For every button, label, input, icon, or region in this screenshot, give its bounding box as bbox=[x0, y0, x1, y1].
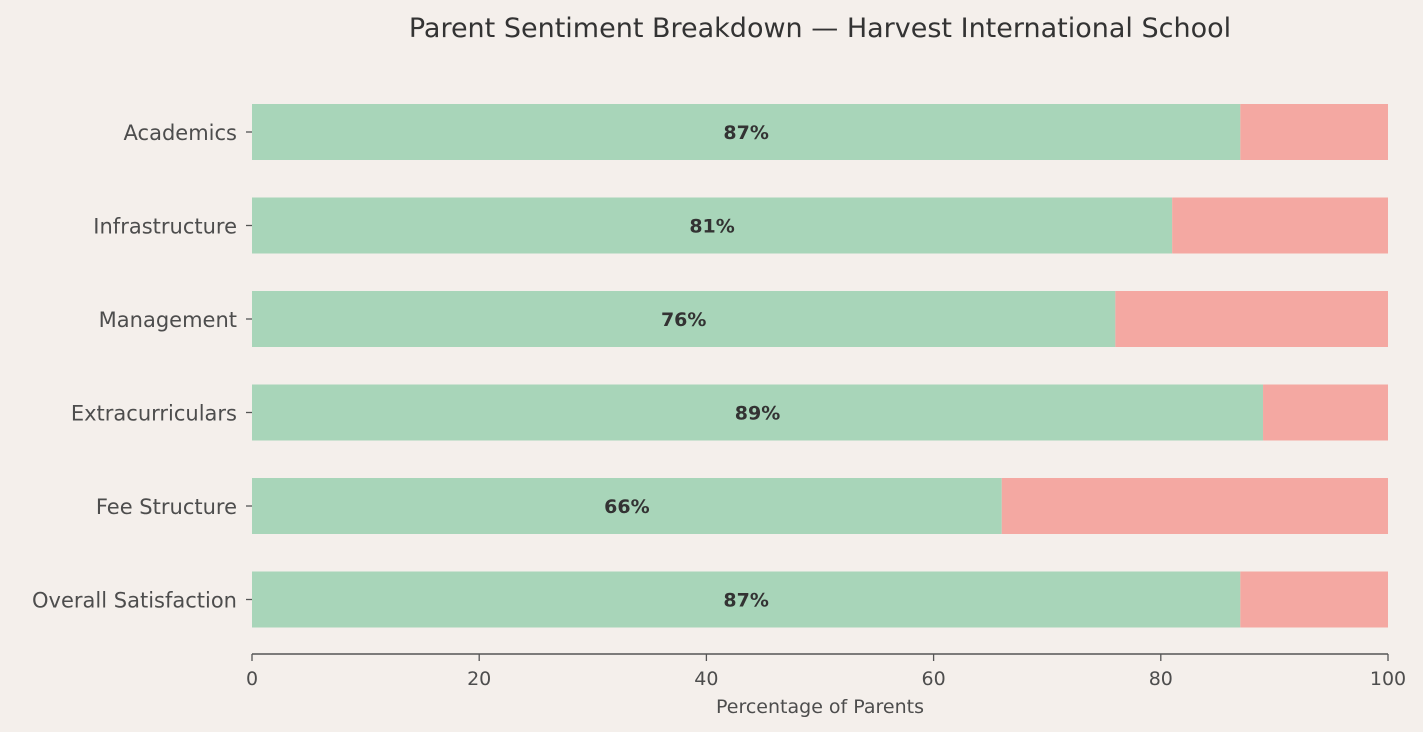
y-tick-label: Fee Structure bbox=[96, 495, 237, 519]
bar-positive bbox=[252, 197, 1173, 254]
chart-title: Parent Sentiment Breakdown — Harvest Int… bbox=[409, 13, 1231, 44]
bar-positive bbox=[252, 291, 1116, 347]
y-tick-label: Academics bbox=[124, 121, 237, 145]
x-axis: 0 20 40 60 80 100 bbox=[246, 653, 1406, 690]
x-tick-label: 60 bbox=[922, 668, 946, 690]
bar-negative bbox=[1240, 104, 1388, 160]
y-axis: Academics Infrastructure Management Extracu… bbox=[32, 121, 252, 613]
bar-negative bbox=[1172, 197, 1388, 254]
x-tick-label: 0 bbox=[246, 668, 258, 690]
bar-positive bbox=[252, 478, 1002, 534]
bar-value-label: 89% bbox=[735, 403, 780, 425]
bar-value-label: 66% bbox=[604, 496, 649, 518]
bar-negative bbox=[1240, 571, 1388, 628]
bar-negative bbox=[1001, 478, 1388, 534]
bar-value-label: 87% bbox=[723, 122, 768, 144]
bar-positive bbox=[252, 384, 1264, 441]
y-tick-label: Extracurriculars bbox=[71, 402, 237, 426]
x-tick-label: 80 bbox=[1149, 668, 1173, 690]
y-tick-label: Management bbox=[99, 308, 237, 332]
bar-negative bbox=[1115, 291, 1388, 347]
bar-value-label: 87% bbox=[723, 590, 768, 612]
bar-value-label: 81% bbox=[689, 216, 734, 238]
x-axis-label: Percentage of Parents bbox=[716, 696, 924, 718]
x-tick-label: 100 bbox=[1370, 668, 1406, 690]
y-tick-label: Overall Satisfaction bbox=[32, 589, 237, 613]
x-tick-label: 40 bbox=[694, 668, 718, 690]
bar-negative bbox=[1263, 384, 1388, 441]
bars-group: 87% 81% 76% 89% 66% 87% bbox=[252, 104, 1388, 628]
y-tick-label: Infrastructure bbox=[93, 215, 237, 239]
bar-positive bbox=[252, 104, 1241, 160]
x-tick-label: 20 bbox=[467, 668, 491, 690]
bar-positive bbox=[252, 571, 1241, 628]
bar-value-label: 76% bbox=[661, 309, 706, 331]
